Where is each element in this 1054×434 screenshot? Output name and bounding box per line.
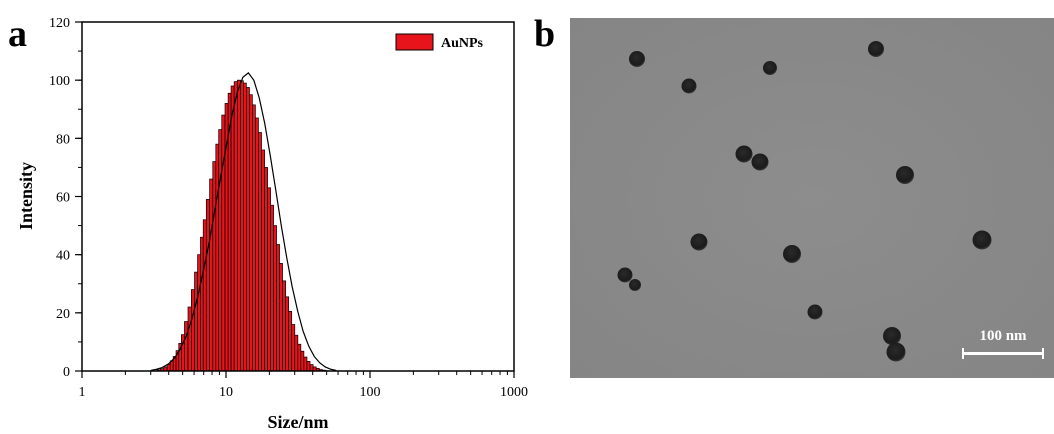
bar	[200, 236, 204, 372]
bar	[306, 361, 311, 372]
panel-a-letter: a	[8, 13, 27, 55]
bar	[291, 324, 296, 372]
legend-label: AuNPs	[441, 36, 484, 51]
bar	[294, 334, 299, 372]
x-tick-label: 10	[219, 385, 233, 400]
scale-bar: 100 nm	[962, 328, 1044, 359]
bar	[273, 225, 277, 372]
bar	[240, 80, 244, 372]
bar	[184, 321, 189, 372]
bar	[258, 132, 262, 372]
bar	[166, 363, 171, 372]
bar	[209, 178, 214, 372]
x-tick-label: 100	[360, 385, 381, 400]
bar	[249, 94, 253, 372]
x-tick-label: 1000	[500, 385, 528, 400]
y-tick-label: 60	[56, 191, 70, 206]
bar	[194, 271, 198, 372]
nanoparticles	[617, 41, 992, 362]
bar	[187, 306, 192, 372]
nanoparticle	[807, 304, 823, 320]
x-axis-title: Size/nm	[268, 412, 329, 432]
bar	[218, 129, 223, 372]
scale-bar-cap-right	[1042, 348, 1044, 359]
bar	[264, 167, 268, 372]
y-tick-label: 80	[56, 132, 70, 147]
nanoparticle	[972, 230, 992, 250]
y-tick-label: 20	[56, 307, 70, 322]
bar	[303, 356, 308, 372]
nanoparticle	[783, 245, 801, 263]
bar	[212, 161, 217, 372]
nanoparticle	[751, 153, 769, 171]
bar	[300, 350, 305, 372]
y-axis-ticks: 0 20 40 60 80 100 120	[49, 16, 82, 380]
bar	[267, 187, 271, 372]
bar	[297, 343, 302, 372]
y-tick-label: 40	[56, 249, 70, 264]
nanoparticle	[681, 78, 697, 94]
nanoparticle	[629, 51, 645, 67]
bar	[255, 117, 259, 372]
bar	[237, 79, 241, 372]
legend: AuNPs	[395, 33, 484, 51]
bar	[215, 143, 220, 372]
bar	[279, 263, 283, 372]
scale-bar-line	[962, 352, 1044, 355]
bar-series	[156, 79, 329, 372]
nanoparticle	[617, 267, 633, 283]
y-tick-label: 120	[49, 16, 70, 31]
size-distribution-chart: 1 10 100 1000 0 20 40 60 80 100 120 Size/nm Inten…	[16, 16, 528, 432]
nanoparticle	[883, 327, 901, 345]
plot-frame	[81, 21, 515, 372]
bar	[205, 199, 210, 372]
bar	[233, 81, 238, 372]
nanoparticle	[896, 166, 914, 184]
scale-bar-cap-left	[962, 348, 964, 359]
bar	[261, 149, 265, 372]
bar	[243, 82, 247, 372]
scale-bar-label: 100 nm	[979, 328, 1027, 344]
bar	[288, 311, 293, 372]
bar	[285, 296, 290, 372]
tem-micrograph: 100 nm	[570, 18, 1054, 378]
tem-background	[570, 18, 1054, 378]
y-axis-title: Intensity	[16, 162, 36, 230]
legend-swatch	[395, 33, 434, 51]
bar	[252, 104, 256, 372]
nanoparticle	[886, 342, 906, 362]
bar	[230, 85, 235, 372]
bar	[276, 244, 280, 372]
y-tick-label: 100	[49, 74, 70, 89]
bar	[270, 204, 274, 372]
bar	[246, 87, 250, 372]
nanoparticle	[629, 279, 641, 291]
bar	[202, 219, 207, 372]
nanoparticle	[763, 61, 777, 75]
nanoparticle	[690, 233, 708, 251]
bar	[197, 254, 201, 372]
fit-curve-line	[150, 72, 337, 372]
x-tick-label: 1	[79, 385, 86, 400]
nanoparticle	[868, 41, 884, 57]
x-axis-ticks: 1 10 100 1000	[79, 371, 528, 400]
bar	[191, 289, 195, 372]
bar	[282, 280, 286, 372]
bar	[309, 364, 314, 372]
nanoparticle	[735, 145, 753, 163]
y-tick-label: 0	[63, 365, 70, 380]
panel-b-letter: b	[534, 13, 555, 55]
